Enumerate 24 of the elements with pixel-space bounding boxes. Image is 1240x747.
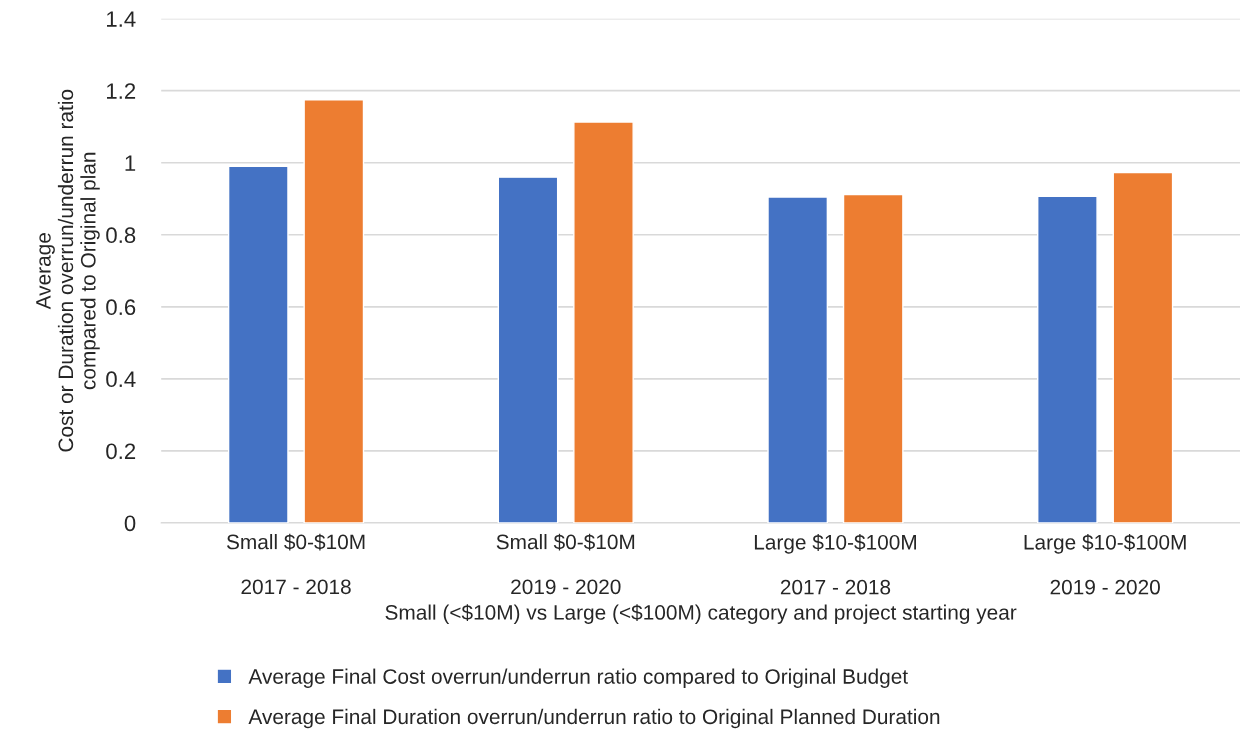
y-tick-label: 1 — [125, 155, 136, 171]
y-tick-label: 0.6 — [106, 299, 136, 316]
y-tick-label: 1.4 — [107, 11, 136, 27]
bar — [497, 176, 559, 523]
y-axis-title: Average Cost or Duration overrun/underrun ratio compared to Original plan — [36, 89, 100, 452]
bar — [1112, 171, 1174, 523]
bar — [1037, 195, 1098, 523]
category-label: Large $10-$100M 2017 - 2018 — [754, 534, 916, 595]
bar — [767, 196, 829, 523]
x-axis-title: Small (<$10M) vs Large (<$100M) category and project starting year — [385, 604, 1017, 624]
bar — [303, 99, 365, 523]
category-label: Large $10-$100M 2019 - 2020 — [1024, 534, 1186, 595]
bar — [573, 121, 634, 523]
legend-label: Average Final Cost overrun/underrun ratio compared to Original Budget — [248, 668, 908, 688]
y-tick-label: 1.2 — [107, 83, 136, 99]
y-tick-label: 0 — [124, 515, 136, 532]
category-label: Small $0-$10M 2017 - 2018 — [226, 533, 365, 595]
y-tick-label: 0.8 — [106, 227, 136, 244]
y-tick-label: 0.4 — [106, 371, 136, 388]
y-tick-label: 0.2 — [106, 443, 136, 460]
category-label: Small $0-$10M 2019 - 2020 — [496, 533, 635, 595]
legend-label: Average Final Duration overrun/underrun ratio to Original Planned Duration — [248, 708, 940, 729]
bar — [227, 165, 289, 523]
bar — [842, 193, 904, 523]
